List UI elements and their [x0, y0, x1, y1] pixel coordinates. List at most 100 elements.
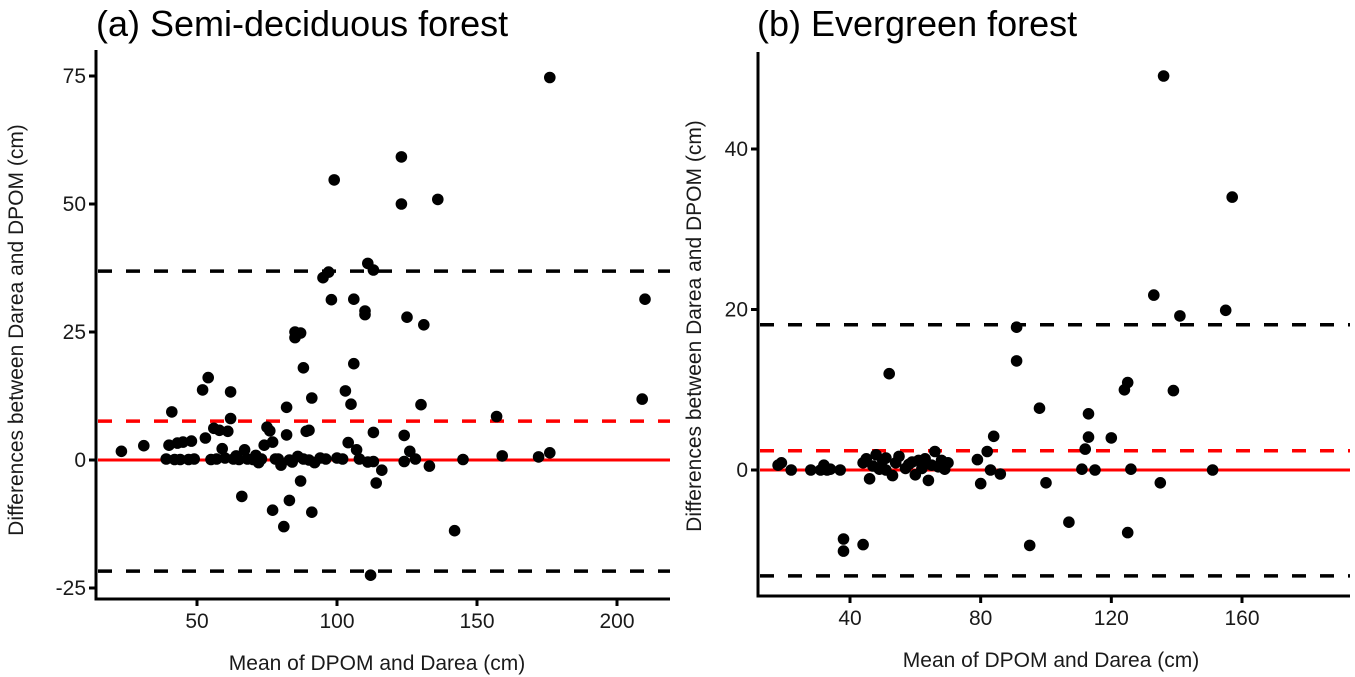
data-point [834, 464, 846, 476]
panel-b-title: (b) Evergreen forest [757, 3, 1077, 44]
data-point [886, 469, 899, 482]
data-point [863, 473, 876, 485]
data-point [210, 453, 223, 465]
data-point [1125, 463, 1137, 476]
data-point [987, 430, 1000, 443]
y-tick-label: 50 [63, 193, 86, 216]
data-point [1010, 321, 1023, 334]
data-point [213, 424, 226, 437]
data-point [1206, 464, 1219, 476]
y-tick-label: 0 [736, 459, 748, 482]
data-point [1040, 477, 1052, 489]
data-point [303, 424, 315, 437]
data-point [370, 477, 383, 489]
data-point [376, 464, 388, 477]
data-point [544, 71, 556, 84]
data-point [398, 429, 411, 442]
data-point [994, 468, 1007, 480]
data-point [348, 293, 360, 306]
data-point [639, 293, 651, 306]
data-point [348, 357, 360, 370]
data-point [1023, 539, 1036, 552]
panel-a-axes: 50 100 150 200 -25 0 25 50 75 [56, 50, 670, 633]
data-point [1226, 191, 1238, 203]
data-point [1082, 408, 1095, 420]
data-point [266, 504, 279, 516]
data-point [922, 474, 935, 487]
data-point [275, 459, 287, 471]
data-point [457, 453, 469, 466]
data-point [280, 401, 293, 414]
data-point [342, 436, 355, 449]
data-point [971, 453, 984, 466]
data-point [1157, 70, 1170, 82]
data-point [166, 406, 178, 418]
data-point [1219, 304, 1232, 317]
data-point [264, 425, 276, 437]
y-tick-label: 0 [74, 449, 86, 472]
panel-a-title: (a) Semi-deciduous forest [96, 3, 508, 44]
data-point [367, 455, 380, 468]
y-tick-label: 20 [725, 299, 748, 322]
data-point [188, 453, 200, 465]
data-point [1063, 516, 1075, 528]
panel-b-reference-lines [760, 322, 1350, 578]
data-point [398, 455, 411, 468]
data-point [916, 462, 928, 475]
y-tick-label: 75 [63, 65, 86, 88]
x-tick-label: 100 [319, 610, 354, 633]
y-tick-label: -25 [56, 577, 86, 600]
data-point [1148, 289, 1160, 301]
data-point [336, 453, 349, 465]
data-point [532, 451, 545, 463]
data-point [1076, 463, 1088, 476]
data-point [415, 398, 427, 411]
panel-a-reference-lines [98, 269, 670, 573]
data-point [294, 327, 307, 339]
data-point [297, 362, 310, 374]
data-point [224, 412, 237, 425]
x-tick-label: 150 [459, 610, 494, 633]
data-point [328, 174, 341, 186]
data-point [984, 464, 997, 476]
data-point [278, 520, 290, 533]
x-tick-label: 160 [1224, 607, 1259, 630]
data-point [233, 453, 245, 466]
data-point [805, 464, 817, 476]
data-point [636, 393, 648, 405]
data-point [775, 457, 788, 469]
data-point [236, 490, 248, 503]
panel-semi-deciduous: (a) Semi-deciduous forest 50 100 150 200 -25… [5, 3, 670, 675]
data-point [219, 452, 231, 464]
data-point [345, 398, 357, 411]
x-tick-label: 40 [838, 607, 861, 630]
data-point [224, 386, 237, 398]
data-point [401, 311, 413, 324]
data-point [266, 436, 279, 448]
data-point [942, 457, 954, 469]
data-point [138, 439, 150, 452]
data-point [280, 429, 293, 441]
data-point [238, 444, 251, 456]
panel-b-x-axis-title: Mean of DPOM and Darea (cm) [903, 649, 1199, 672]
data-point [448, 524, 461, 537]
data-point [1082, 431, 1095, 443]
data-point [974, 477, 987, 490]
data-point [322, 266, 335, 278]
data-point [325, 293, 338, 306]
data-point [837, 545, 850, 557]
data-point [496, 450, 509, 462]
data-point [1121, 526, 1134, 539]
data-point [423, 460, 436, 472]
panel-a-x-axis-title: Mean of DPOM and Darea (cm) [229, 652, 525, 675]
x-tick-label: 50 [185, 610, 208, 633]
data-point [255, 453, 268, 465]
x-tick-label: 80 [969, 607, 992, 630]
data-point [1174, 310, 1186, 322]
data-point [837, 533, 850, 545]
data-point [339, 385, 352, 397]
data-point [367, 264, 380, 276]
data-point [785, 464, 797, 476]
data-point [160, 453, 172, 465]
